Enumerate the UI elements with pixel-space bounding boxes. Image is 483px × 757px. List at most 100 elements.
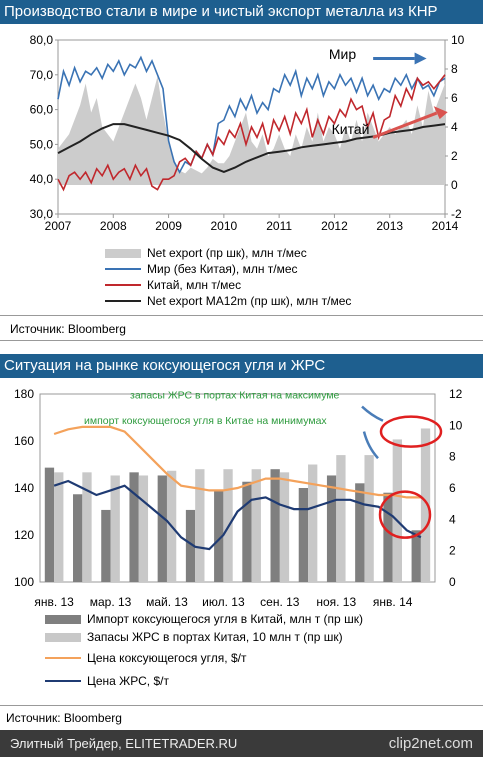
legend-swatch [45,632,81,642]
coal-import-bar [326,475,337,582]
price-line-1 [53,479,422,551]
y-right-tick-label: 0 [451,178,458,192]
coal-import-bar [101,509,111,582]
divider [0,705,483,706]
y-left-tick-label: 180 [14,387,34,401]
legend-label: Net export (пр шк), млн т/мес [147,246,307,260]
coal-import-bar [298,488,309,582]
y-left-tick-label: 120 [14,528,34,542]
y-left-tick-label: 60,0 [30,103,54,117]
y-right-tick-label: -2 [451,207,462,221]
annotation-label: Китай [332,121,370,137]
ore-stock-bar [308,464,318,582]
x-tick-label: 2012 [321,219,348,233]
ore-stock-bar [420,428,431,582]
annotation-label: Мир [329,46,356,62]
x-tick-label: мар. 13 [90,595,132,609]
x-tick-label: янв. 14 [373,595,413,609]
coal-import-bar [270,469,280,582]
x-tick-label: 2008 [100,219,127,233]
chart-1-title: Производство стали в мире и чистый экспо… [0,0,483,24]
chart-2-title: Ситуация на рынке коксующегося угля и ЖР… [0,354,483,378]
y-left-tick-label: 40,0 [30,172,54,186]
highlight-ellipse [378,490,432,539]
y-right-tick-label: 4 [451,120,458,134]
coal-import-bar [185,509,196,582]
annotation-arrowhead [414,52,427,65]
legend-item: Цена коксующегося угля, $/т [45,651,246,665]
ore-stock-bar [364,455,374,582]
chart-1: 30,0 40,0 50,0 60,0 70,0 80,0 -2 0 2 4 6 8 10 2007 200… [30,33,465,233]
legend-item: Цена ЖРС, $/т [45,674,169,688]
x-tick-label: май. 13 [146,595,188,609]
coal-import-bar [411,530,421,582]
y-left-tick-label: 70,0 [30,68,54,82]
y-right-tick-label: 6 [451,91,458,105]
y-left-tick-label: 100 [14,575,34,589]
legend-item: Запасы ЖРС в портах Китая, 10 млн т (пр … [45,630,343,644]
highlight-ellipse [379,415,443,448]
legend-label: Цена ЖРС, $/т [87,674,169,688]
price-line-0 [53,425,421,499]
footer-bar: Элитный Трейдер, ELITETRADER.RU clip2net… [0,730,483,757]
legend-item: Net export MA12m (пр шк), млн т/мес [105,294,351,308]
y-left-tick-label: 80,0 [30,33,54,47]
footer-brand[interactable]: clip2net.com [388,735,473,752]
ore-stock-bar [138,475,149,582]
series-line-1 [57,74,446,192]
coal-import-bar [242,481,252,582]
ore-stock-bar [54,472,64,582]
legend-item: Мир (без Китая), млн т/мес [105,262,298,276]
coal-import-bar [355,483,365,582]
ore-stock-bar [82,472,92,582]
annotation-arrow [362,431,379,460]
y-right-tick-label: 8 [449,450,456,464]
coal-import-bar [73,494,83,582]
y-right-tick-label: 12 [449,387,463,401]
legend-swatch [105,248,141,258]
x-tick-label: 2010 [211,219,238,233]
footer-site[interactable]: Элитный Трейдер, ELITETRADER.RU [10,736,238,751]
y-left-tick-label: 160 [14,434,34,448]
coal-import-bar [214,489,224,582]
legend-label: Импорт коксующегося угля в Китай, млн т … [87,612,363,626]
x-tick-label: 2014 [432,219,459,233]
coal-import-bar [383,492,393,582]
legend-swatch [45,680,81,682]
legend-label: Net export MA12m (пр шк), млн т/мес [147,294,352,308]
y-right-tick-label: 8 [451,62,458,76]
x-tick-label: сен. 13 [260,595,300,609]
legend-swatch [45,657,81,659]
legend-label: Мир (без Китая), млн т/мес [147,262,298,276]
ore-stock-bar [336,455,346,582]
y-right-tick-label: 10 [449,418,463,432]
x-tick-label: 2013 [376,219,403,233]
source-label: Источник: Bloomberg [6,711,122,725]
legend-swatch [105,284,141,286]
x-tick-label: янв. 13 [34,595,74,609]
y-left-tick-label: 50,0 [30,137,54,151]
chart-2: 100 120 140 160 180 0 2 4 6 8 10 12 янв. 13 мар. 13 ма… [14,387,463,609]
divider [0,315,483,316]
annotation-arrow [372,111,438,139]
y-right-tick-label: 6 [449,481,456,495]
y-right-tick-label: 2 [449,544,456,558]
coal-import-bar [157,475,167,582]
net-export-area [58,76,445,185]
annotation-label: запасы ЖРС в портах Китая на максимуме [130,390,340,402]
y-right-tick-label: 10 [451,33,465,47]
x-tick-label: 2009 [155,219,182,233]
ore-stock-bar [251,469,261,582]
divider [0,340,483,341]
legend-item: Net export (пр шк), млн т/мес [105,246,307,260]
legend-item: Импорт коксующегося угля в Китай, млн т … [45,612,363,626]
y-left-tick-label: 140 [14,481,34,495]
coal-import-bar [129,472,139,582]
ore-stock-bar [110,475,120,582]
legend-swatch [45,614,81,624]
y-left-tick-label: 30,0 [30,207,54,221]
x-tick-label: 2007 [45,219,72,233]
x-tick-label: 2011 [266,219,292,233]
legend-item: Китай, млн т/мес [105,278,241,292]
annotation-arrow [361,405,384,422]
